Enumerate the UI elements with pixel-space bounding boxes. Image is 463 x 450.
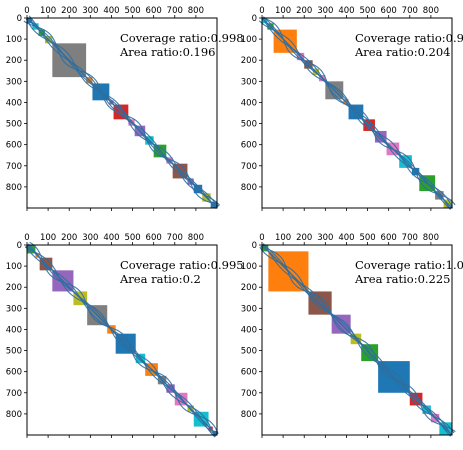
plot-frame <box>26 244 218 436</box>
x-tick-label: 200 <box>61 6 77 16</box>
diagonal-line <box>261 244 453 436</box>
y-tick-label: 500 <box>241 120 257 130</box>
y-tick-label: 0 <box>252 241 257 251</box>
trajectory-line <box>25 18 221 206</box>
y-tick-label: 500 <box>6 347 22 357</box>
x-tick-label: 100 <box>40 233 56 243</box>
coverage-ratio-label: Coverage ratio:0.995 <box>120 258 244 272</box>
y-tick-label: 200 <box>6 283 22 293</box>
x-tick-label: 800 <box>423 233 439 243</box>
x-tick-label: 0 <box>24 6 29 16</box>
y-tick-label: 800 <box>6 410 22 420</box>
y-tick-label: 300 <box>241 304 257 314</box>
y-tick-label: 700 <box>241 389 257 399</box>
area-ratio-label: Area ratio:0.196 <box>119 45 216 59</box>
y-tick-label: 0 <box>17 241 22 251</box>
y-tick-label: 0 <box>252 14 257 24</box>
y-tick-label: 300 <box>6 77 22 87</box>
x-tick-label: 100 <box>275 6 291 16</box>
x-tick-label: 500 <box>124 6 140 16</box>
x-tick-label: 800 <box>188 233 204 243</box>
x-tick-label: 300 <box>317 233 333 243</box>
x-tick-label: 800 <box>188 6 204 16</box>
panel-coverage-0995-area-02: 0 100 200 300 400 500 600 700 800 0 100 200 300 400 50… <box>6 233 244 438</box>
x-tick-label: 600 <box>146 6 162 16</box>
y-tick-label: 600 <box>6 141 22 151</box>
y-tick-label: 300 <box>241 77 257 87</box>
y-tick-label: 100 <box>241 262 257 272</box>
x-tick-label: 400 <box>103 6 119 16</box>
y-tick-label: 100 <box>241 35 257 45</box>
x-tick-label: 500 <box>359 6 375 16</box>
y-tick-label: 0 <box>17 14 22 24</box>
y-tick-label: 200 <box>241 283 257 293</box>
x-tick-label: 600 <box>381 233 397 243</box>
x-tick-label: 300 <box>82 233 98 243</box>
y-tick-label: 800 <box>241 183 257 193</box>
y-tick-label: 700 <box>6 162 22 172</box>
y-tick-label: 700 <box>241 162 257 172</box>
y-tick-label: 200 <box>6 56 22 66</box>
y-tick-label: 400 <box>6 98 22 108</box>
x-tick-label: 200 <box>61 233 77 243</box>
coverage-ratio-label: Coverage ratio:0.998 <box>355 31 463 45</box>
coverage-ratio-label: Coverage ratio:0.998 <box>120 31 244 45</box>
y-tick-label: 800 <box>241 410 257 420</box>
x-tick-label: 0 <box>259 233 264 243</box>
x-tick-label: 500 <box>124 233 140 243</box>
y-tick-label: 500 <box>6 120 22 130</box>
x-tick-label: 200 <box>296 6 312 16</box>
panel-coverage-0998-area-0196: 0 100 200 300 400 500 600 700 800 0 100 200 300 400 50… <box>6 6 244 211</box>
y-tick-label: 500 <box>241 347 257 357</box>
trajectory-line <box>29 241 219 434</box>
area-ratio-label: Area ratio:0.225 <box>354 272 451 286</box>
x-tick-label: 700 <box>402 6 418 16</box>
y-tick-label: 400 <box>241 325 257 335</box>
y-tick-label: 400 <box>241 98 257 108</box>
y-tick-label: 300 <box>6 304 22 314</box>
x-tick-label: 700 <box>167 233 183 243</box>
x-tick-label: 800 <box>423 6 439 16</box>
y-tick-label: 400 <box>6 325 22 335</box>
area-ratio-label: Area ratio:0.2 <box>119 272 201 286</box>
x-tick-label: 0 <box>259 6 264 16</box>
y-tick-label: 800 <box>6 183 22 193</box>
plot-frame <box>261 17 453 209</box>
y-tick-label: 600 <box>6 368 22 378</box>
y-tick-label: 700 <box>6 389 22 399</box>
panel-coverage-0998-area-0204: 0 100 200 300 400 500 600 700 800 0 100 200 300 400 50… <box>241 6 463 211</box>
diagonal-line <box>261 17 453 209</box>
x-tick-label: 400 <box>103 233 119 243</box>
x-tick-label: 200 <box>296 233 312 243</box>
y-tick-label: 200 <box>241 56 257 66</box>
trajectory-line <box>25 245 216 438</box>
x-tick-label: 0 <box>24 233 29 243</box>
panel-coverage-10-area-0225: 0 100 200 300 400 500 600 700 800 0 100 200 300 400 50… <box>241 233 463 438</box>
diagonal-line <box>26 17 218 209</box>
trajectory-line <box>28 15 219 208</box>
x-tick-label: 100 <box>275 233 291 243</box>
x-tick-label: 500 <box>359 233 375 243</box>
coverage-ratio-label: Coverage ratio:1.0 <box>355 258 463 272</box>
x-tick-label: 300 <box>317 6 333 16</box>
trajectory-line <box>262 17 456 206</box>
y-tick-label: 100 <box>6 35 22 45</box>
x-tick-label: 600 <box>146 233 162 243</box>
x-tick-label: 600 <box>381 6 397 16</box>
x-tick-label: 400 <box>338 233 354 243</box>
x-tick-label: 400 <box>338 6 354 16</box>
diagonal-line <box>26 244 218 436</box>
y-tick-label: 600 <box>241 368 257 378</box>
x-tick-label: 300 <box>82 6 98 16</box>
y-tick-label: 600 <box>241 141 257 151</box>
x-tick-label: 700 <box>167 6 183 16</box>
x-tick-label: 100 <box>40 6 56 16</box>
plot-frame <box>26 17 218 209</box>
x-tick-label: 700 <box>402 233 418 243</box>
plot-frame <box>261 244 453 436</box>
trajectory-line <box>23 20 220 207</box>
area-ratio-label: Area ratio:0.204 <box>354 45 451 59</box>
y-tick-label: 100 <box>6 262 22 272</box>
